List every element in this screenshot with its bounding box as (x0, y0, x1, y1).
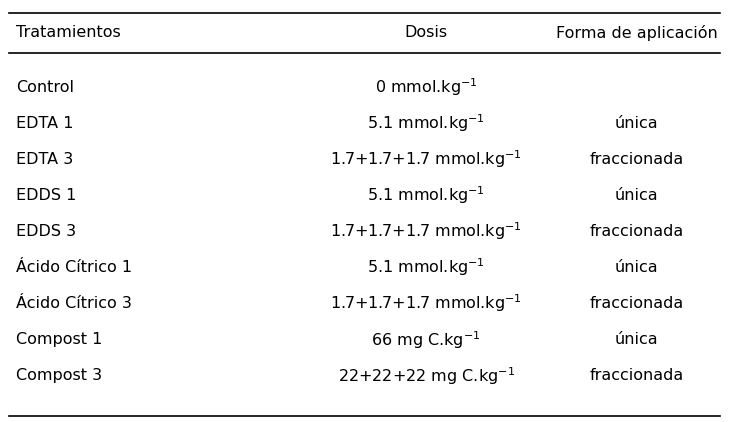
Text: EDTA 1: EDTA 1 (16, 116, 73, 131)
Text: Forma de aplicación: Forma de aplicación (556, 25, 717, 41)
Text: 0 mmol.kg$^{-1}$: 0 mmol.kg$^{-1}$ (375, 76, 477, 98)
Text: Compost 1: Compost 1 (16, 332, 103, 347)
Text: única: única (615, 116, 658, 131)
Text: Ácido Cítrico 1: Ácido Cítrico 1 (16, 260, 132, 275)
Text: 5.1 mmol.kg$^{-1}$: 5.1 mmol.kg$^{-1}$ (367, 257, 485, 279)
Text: EDDS 1: EDDS 1 (16, 188, 76, 203)
Text: Control: Control (16, 80, 74, 95)
Text: 1.7+1.7+1.7 mmol.kg$^{-1}$: 1.7+1.7+1.7 mmol.kg$^{-1}$ (330, 221, 522, 242)
Text: única: única (615, 188, 658, 203)
Text: 5.1 mmol.kg$^{-1}$: 5.1 mmol.kg$^{-1}$ (367, 185, 485, 206)
Text: única: única (615, 332, 658, 347)
Text: 1.7+1.7+1.7 mmol.kg$^{-1}$: 1.7+1.7+1.7 mmol.kg$^{-1}$ (330, 293, 522, 314)
Text: fraccionada: fraccionada (590, 296, 683, 311)
Text: Compost 3: Compost 3 (16, 368, 102, 383)
Text: 5.1 mmol.kg$^{-1}$: 5.1 mmol.kg$^{-1}$ (367, 113, 485, 134)
Text: 1.7+1.7+1.7 mmol.kg$^{-1}$: 1.7+1.7+1.7 mmol.kg$^{-1}$ (330, 149, 522, 170)
Text: Ácido Cítrico 3: Ácido Cítrico 3 (16, 296, 132, 311)
Text: Dosis: Dosis (404, 25, 447, 41)
Text: fraccionada: fraccionada (590, 152, 683, 167)
Text: Tratamientos: Tratamientos (16, 25, 120, 41)
Text: fraccionada: fraccionada (590, 368, 683, 383)
Text: 66 mg C.kg$^{-1}$: 66 mg C.kg$^{-1}$ (371, 329, 480, 351)
Text: fraccionada: fraccionada (590, 224, 683, 239)
Text: 22+22+22 mg C.kg$^{-1}$: 22+22+22 mg C.kg$^{-1}$ (337, 365, 514, 387)
Text: EDTA 3: EDTA 3 (16, 152, 73, 167)
Text: EDDS 3: EDDS 3 (16, 224, 76, 239)
Text: única: única (615, 260, 658, 275)
